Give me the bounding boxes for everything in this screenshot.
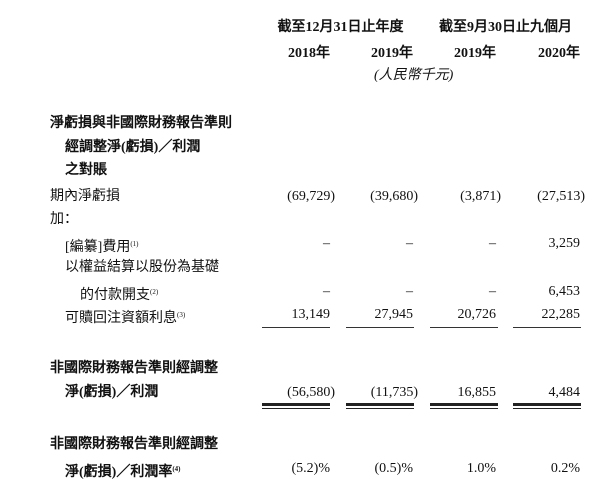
cell: – [489, 284, 496, 299]
cell: – [406, 284, 413, 299]
header-group-nine-months: 截至9月30日止九個月 [439, 20, 572, 35]
cell: – [406, 236, 413, 251]
cell: 20,726 [457, 307, 497, 322]
footnote-2: (2) [150, 288, 159, 296]
footnote-3: (3) [177, 311, 186, 319]
header-year-2019-9m: 2019年 [454, 46, 496, 61]
footnote-1: (1) [130, 240, 139, 248]
cell: (27,513) [537, 189, 585, 204]
cell: – [323, 236, 330, 251]
margin-label-2: 淨(虧損)／利潤率(4) [65, 465, 181, 480]
section-title-line1: 淨虧損與非國際財務報告準則 [50, 116, 232, 131]
cell: – [489, 236, 496, 251]
cell: (3,871) [460, 189, 501, 204]
header-group-year: 截至12月31日止年度 [277, 20, 404, 35]
cell: 3,259 [548, 236, 581, 251]
section-title-line2: 經調整淨(虧損)／利潤 [65, 140, 201, 155]
cell: (69,729) [287, 189, 335, 204]
underline [262, 327, 330, 328]
header-year-2020-9m: 2020年 [538, 46, 580, 61]
row-listing-expense-label: [編纂]費用(1) [65, 240, 139, 255]
cell: 1.0% [466, 461, 496, 476]
underline [513, 327, 581, 328]
cell: 27,945 [374, 307, 414, 322]
cell: 4,484 [548, 385, 581, 400]
cell: (5.2)% [291, 461, 331, 476]
section-title-line3: 之對賬 [65, 163, 107, 178]
adjusted-label: 非國際財務報告準則經調整 [50, 361, 218, 376]
footnote-4: (4) [172, 465, 181, 473]
margin-label: 非國際財務報告準則經調整 [50, 437, 218, 452]
unit-label: (人民幣千元) [374, 68, 454, 83]
underline [430, 327, 498, 328]
row-share-based-label-2: 的付款開支(2) [80, 288, 159, 303]
double-underline [430, 403, 498, 410]
row-net-loss-label: 期內淨虧損 [50, 189, 120, 204]
cell: 22,285 [541, 307, 581, 322]
cell: 0.2% [550, 461, 580, 476]
cell: (39,680) [370, 189, 418, 204]
cell: 13,149 [291, 307, 331, 322]
header-year-2019: 2019年 [371, 46, 413, 61]
cell: (0.5)% [374, 461, 414, 476]
double-underline [262, 403, 330, 410]
cell: – [323, 284, 330, 299]
cell: 16,855 [457, 385, 497, 400]
cell: (11,735) [370, 385, 418, 400]
row-add-label: 加： [50, 212, 78, 227]
double-underline [513, 403, 581, 410]
adjusted-label-2: 淨(虧損)／利潤 [65, 385, 159, 400]
cell: 6,453 [548, 284, 581, 299]
double-underline [346, 403, 414, 410]
header-year-2018: 2018年 [288, 46, 330, 61]
underline [346, 327, 414, 328]
cell: (56,580) [287, 385, 335, 400]
row-share-based-label: 以權益結算以股份為基礎 [65, 260, 219, 275]
row-redeemable-interest-label: 可贖回注資額利息(3) [65, 311, 186, 326]
